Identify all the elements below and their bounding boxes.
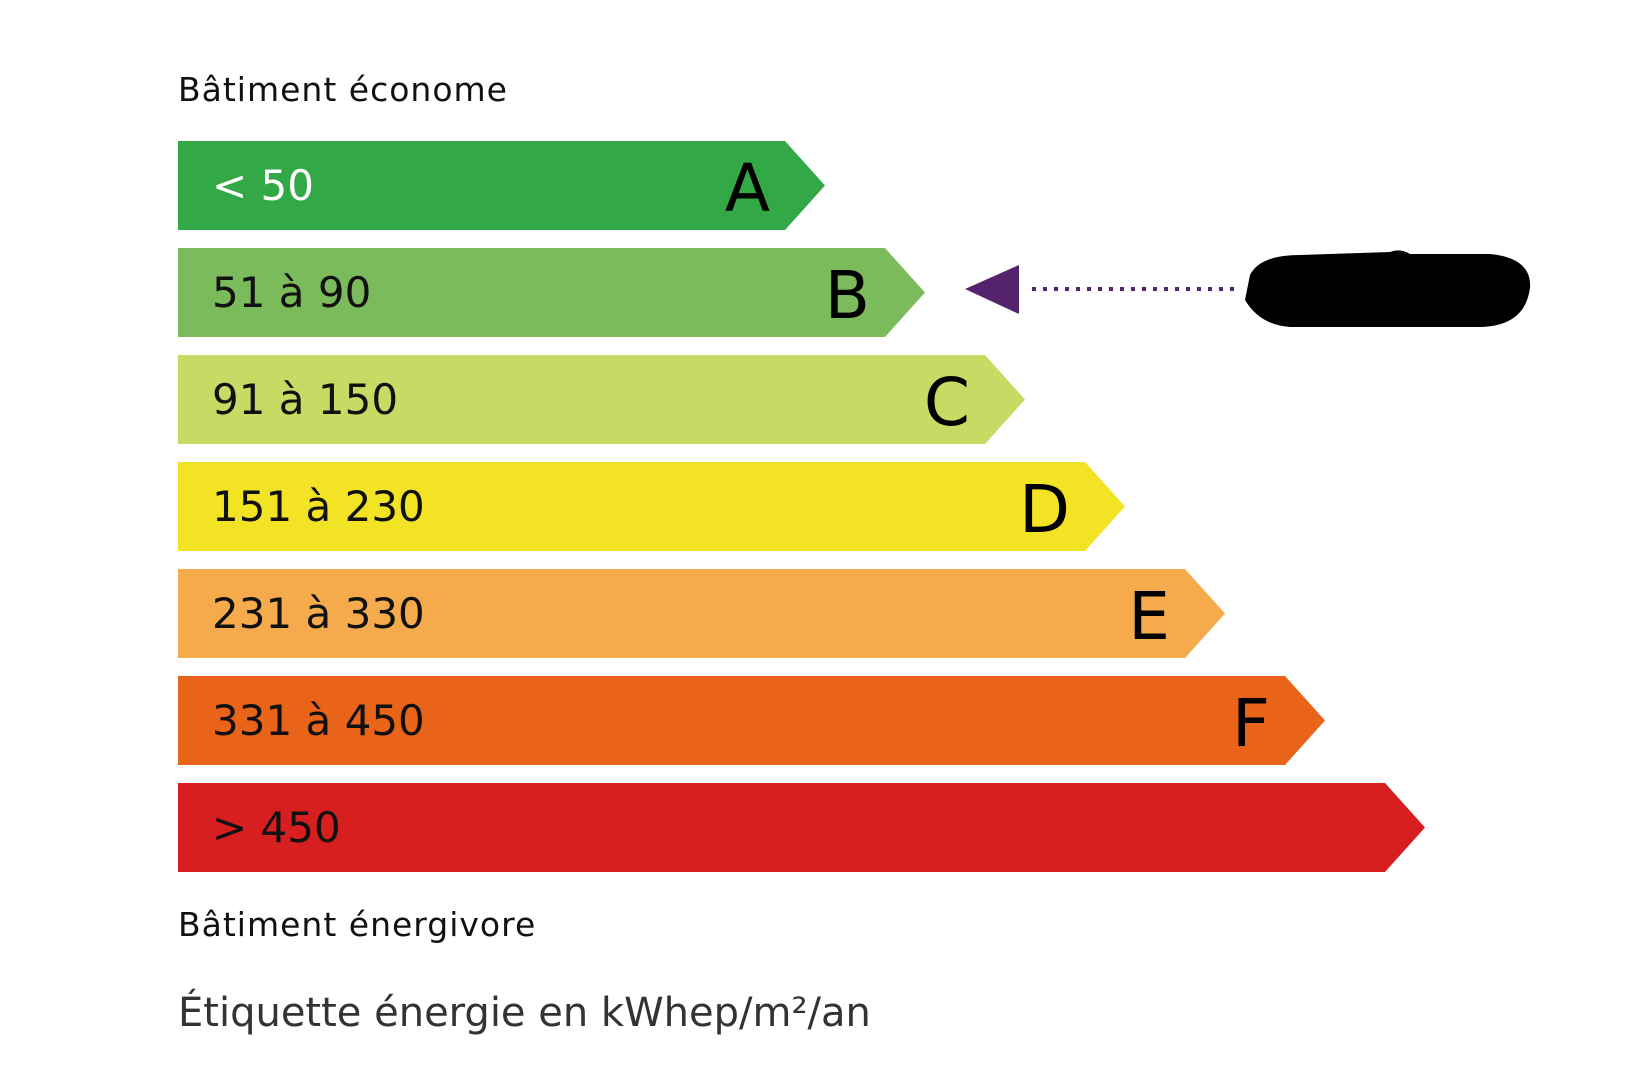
range-label: < 50	[212, 161, 314, 210]
bar-shape	[178, 355, 1025, 444]
header-efficient: Bâtiment économe	[178, 70, 508, 109]
bar-shape	[178, 141, 825, 230]
class-letter: C	[923, 364, 970, 441]
caption: Étiquette énergie en kWhep/m²/an	[178, 990, 871, 1036]
energy-class-d: 151 à 230 D	[178, 462, 1125, 551]
energy-class-a: < 50 A	[178, 141, 825, 230]
class-letter: A	[724, 150, 770, 227]
energy-class-e: 231 à 330 E	[178, 569, 1225, 658]
bar-shape	[178, 248, 925, 337]
range-label: 51 à 90	[212, 268, 372, 317]
bar-shape	[178, 569, 1225, 658]
class-letter: B	[824, 257, 870, 334]
class-letter: F	[1232, 685, 1270, 762]
range-label: > 450	[212, 803, 341, 852]
range-label: 91 à 150	[212, 375, 399, 424]
bar-shape	[178, 676, 1325, 765]
class-letter: D	[1019, 471, 1070, 548]
indicator-arrow	[965, 250, 1531, 327]
energy-class-c: 91 à 150 C	[178, 355, 1025, 444]
bar-shape	[178, 783, 1425, 872]
range-label: 331 à 450	[212, 696, 425, 745]
range-label: 151 à 230	[212, 482, 425, 531]
bar-shape	[178, 462, 1125, 551]
energy-class-f: 331 à 450 F	[178, 676, 1325, 765]
redaction-blob	[1245, 250, 1531, 327]
energy-class-g: > 450	[178, 783, 1425, 872]
arrow-head-icon	[965, 265, 1019, 314]
header-inefficient: Bâtiment énergivore	[178, 905, 537, 944]
energy-class-b: 51 à 90 B	[178, 248, 925, 337]
class-letter: E	[1128, 578, 1170, 655]
range-label: 231 à 330	[212, 589, 425, 638]
